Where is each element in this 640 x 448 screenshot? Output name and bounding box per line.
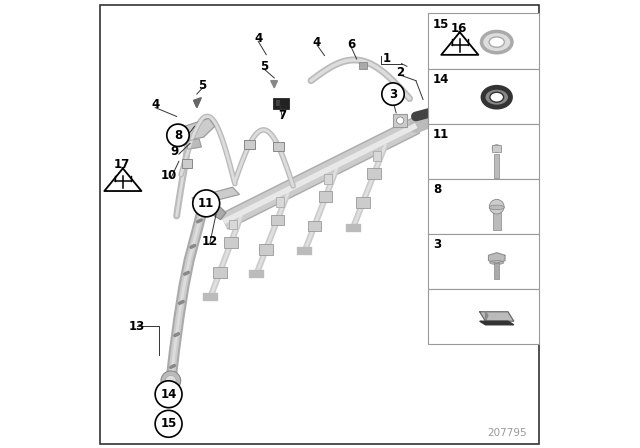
Text: 1: 1: [382, 52, 390, 65]
Text: 17: 17: [114, 158, 130, 172]
Text: 3: 3: [433, 238, 441, 251]
Polygon shape: [488, 253, 505, 263]
Bar: [273, 98, 289, 109]
Circle shape: [166, 375, 176, 386]
Polygon shape: [194, 98, 202, 108]
Polygon shape: [194, 100, 200, 108]
Circle shape: [167, 124, 189, 146]
Text: 4: 4: [151, 98, 159, 112]
Polygon shape: [271, 81, 278, 88]
Text: 15: 15: [433, 18, 449, 31]
Bar: [182, 159, 192, 168]
Ellipse shape: [481, 31, 512, 53]
Bar: [308, 220, 321, 231]
Text: 207795: 207795: [488, 428, 527, 438]
Text: 11: 11: [198, 197, 214, 210]
Bar: [494, 263, 499, 279]
Bar: [428, 69, 539, 124]
Text: 14: 14: [161, 388, 177, 401]
Bar: [495, 154, 499, 178]
Ellipse shape: [492, 145, 501, 152]
Bar: [428, 124, 539, 179]
Bar: [428, 289, 539, 344]
Text: 12: 12: [202, 234, 218, 248]
Ellipse shape: [490, 92, 504, 102]
Bar: [428, 13, 539, 69]
Bar: [276, 197, 284, 207]
Polygon shape: [480, 312, 514, 321]
Text: 8: 8: [174, 129, 182, 142]
Text: 10: 10: [161, 168, 177, 182]
Bar: [229, 220, 237, 229]
Ellipse shape: [489, 37, 504, 47]
Bar: [356, 197, 369, 208]
Polygon shape: [186, 139, 202, 149]
Bar: [367, 168, 381, 179]
Text: 14: 14: [433, 73, 449, 86]
Text: 11: 11: [433, 128, 449, 141]
Circle shape: [193, 190, 220, 217]
Text: 6: 6: [348, 38, 355, 52]
Bar: [372, 151, 381, 161]
Polygon shape: [104, 168, 141, 191]
Bar: [244, 140, 255, 149]
Text: 4: 4: [254, 32, 262, 45]
Bar: [428, 234, 539, 289]
Bar: [492, 145, 501, 152]
Circle shape: [163, 391, 179, 407]
Text: 5: 5: [260, 60, 268, 73]
Text: 5: 5: [198, 78, 207, 92]
Text: 7: 7: [278, 109, 287, 122]
Bar: [493, 207, 500, 230]
Text: 4: 4: [313, 35, 321, 49]
Bar: [224, 237, 237, 248]
Ellipse shape: [490, 261, 504, 264]
Ellipse shape: [489, 205, 504, 210]
Bar: [360, 62, 367, 69]
Circle shape: [490, 199, 504, 214]
Bar: [276, 100, 280, 106]
Bar: [213, 267, 227, 278]
Ellipse shape: [483, 87, 511, 107]
Polygon shape: [192, 187, 239, 205]
Bar: [273, 142, 284, 151]
Text: 15: 15: [161, 417, 177, 431]
Text: 9: 9: [170, 145, 179, 158]
Text: 16: 16: [451, 22, 467, 35]
Text: 3: 3: [389, 87, 397, 101]
Polygon shape: [486, 312, 488, 321]
Text: 8: 8: [433, 183, 441, 196]
Bar: [394, 114, 407, 127]
Polygon shape: [441, 32, 478, 55]
Polygon shape: [480, 321, 514, 325]
Circle shape: [161, 371, 180, 391]
Bar: [319, 191, 332, 202]
Circle shape: [155, 410, 182, 437]
Polygon shape: [182, 118, 215, 140]
Circle shape: [382, 83, 404, 105]
Bar: [271, 215, 284, 225]
Text: 13: 13: [128, 319, 145, 333]
Bar: [324, 174, 332, 184]
Circle shape: [166, 394, 175, 403]
Text: 2: 2: [397, 66, 404, 79]
Polygon shape: [200, 202, 226, 220]
Bar: [428, 179, 539, 234]
Circle shape: [155, 381, 182, 408]
Bar: [259, 244, 273, 254]
Circle shape: [397, 117, 404, 124]
